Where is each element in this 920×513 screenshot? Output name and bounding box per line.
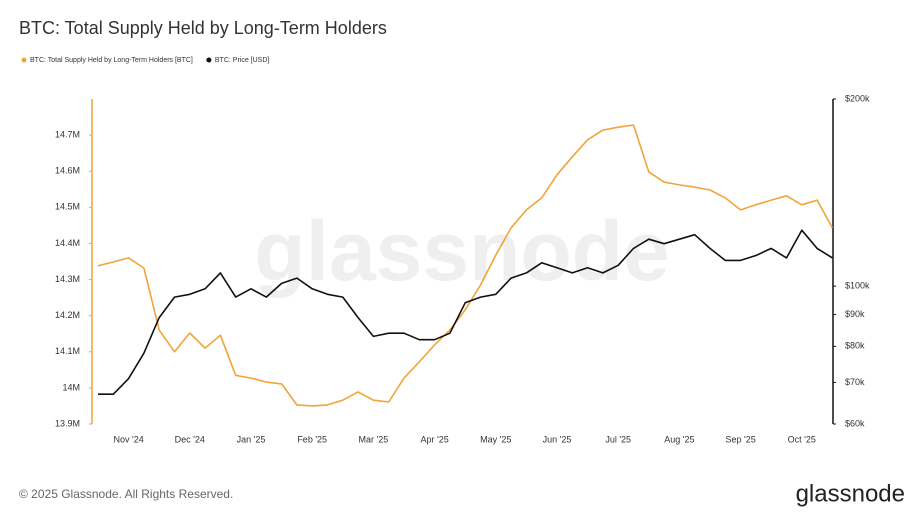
legend-label: BTC: Price [USD] <box>215 57 270 64</box>
y2-tick-label: $60k <box>845 418 865 428</box>
y2-tick-label: $80k <box>845 341 865 351</box>
copyright: © 2025 Glassnode. All Rights Reserved. <box>19 487 233 501</box>
x-tick-label: Dec '24 <box>175 434 205 444</box>
x-tick-label: Oct '25 <box>788 434 816 444</box>
x-tick-label: Aug '25 <box>664 434 694 444</box>
x-tick-label: May '25 <box>480 434 511 444</box>
x-tick-label: Jun '25 <box>543 434 572 444</box>
legend-marker <box>206 57 212 63</box>
x-tick-label: Mar '25 <box>359 434 389 444</box>
y-tick-label: 14.6M <box>55 166 80 176</box>
y-tick-label: 14.2M <box>55 310 80 320</box>
legend-label: BTC: Total Supply Held by Long-Term Hold… <box>30 57 193 64</box>
x-tick-label: Feb '25 <box>297 434 327 444</box>
x-tick-label: Nov '24 <box>113 434 143 444</box>
x-tick-label: Sep '25 <box>725 434 755 444</box>
y2-tick-label: $90k <box>845 309 865 319</box>
x-tick-label: Apr '25 <box>420 434 448 444</box>
y2-tick-label: $70k <box>845 377 865 387</box>
y-tick-label: 14.4M <box>55 238 80 248</box>
y2-tick-label: $200k <box>845 93 870 103</box>
x-tick-label: Jul '25 <box>605 434 631 444</box>
x-tick-label: Jan '25 <box>237 434 266 444</box>
y-tick-label: 14.5M <box>55 202 80 212</box>
legend-marker <box>21 57 27 63</box>
chart-title: BTC: Total Supply Held by Long-Term Hold… <box>19 18 387 38</box>
y2-tick-label: $100k <box>845 280 870 290</box>
y-tick-label: 14.1M <box>55 346 80 356</box>
y-tick-label: 13.9M <box>55 418 80 428</box>
logo: glassnode <box>796 480 905 507</box>
series-line <box>97 124 834 407</box>
y-tick-label: 14.3M <box>55 274 80 284</box>
y-tick-label: 14M <box>62 382 80 392</box>
series-line <box>98 229 833 395</box>
y-tick-label: 14.7M <box>55 129 80 139</box>
watermark: glassnode <box>254 204 669 298</box>
